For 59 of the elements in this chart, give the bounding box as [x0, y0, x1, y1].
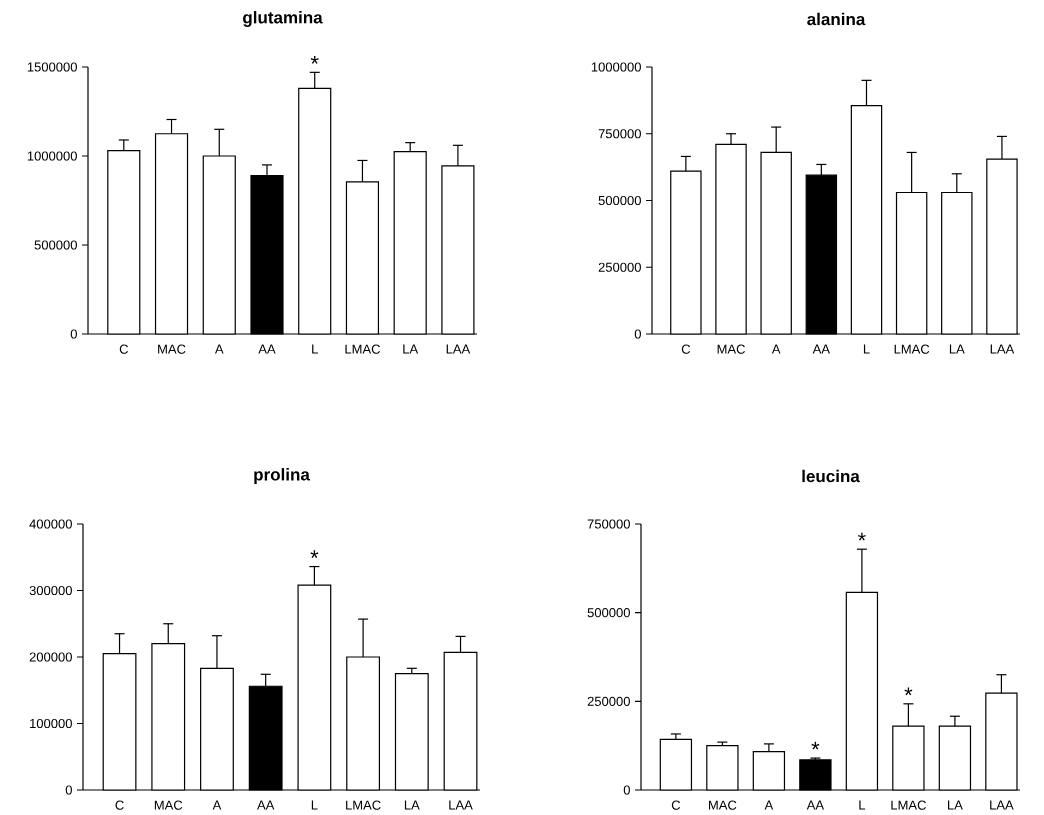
annotation: *: [904, 687, 913, 696]
chart-title: prolina: [254, 468, 310, 484]
y-tick-label: 250000: [587, 696, 630, 706]
x-tick-label: LA: [403, 344, 419, 354]
x-tick-label: L: [312, 344, 318, 354]
x-tick-label: C: [681, 344, 691, 354]
chart-title: leucina: [802, 469, 860, 483]
x-tick-label: AA: [806, 800, 825, 810]
x-tick-label: LA: [949, 344, 965, 354]
y-tick-label: 0: [634, 329, 641, 339]
x-tick-label: AA: [257, 800, 275, 810]
y-tick-label: 0: [623, 785, 630, 795]
x-tick-label: C: [671, 800, 681, 810]
annotation: *: [811, 741, 820, 750]
y-tick-label: 0: [65, 785, 72, 795]
y-tick-label: 500000: [34, 240, 77, 250]
y-tick-label: 750000: [587, 519, 630, 529]
x-tick-label: A: [771, 344, 781, 354]
y-tick-label: 100000: [30, 718, 72, 729]
annotation: *: [857, 532, 866, 541]
y-tick-label: 500000: [587, 608, 630, 618]
x-tick-label: LA: [948, 800, 963, 810]
x-tick-label: C: [119, 344, 128, 354]
x-tick-label: LMAC: [346, 800, 381, 810]
x-tick-label: LAA: [446, 344, 471, 354]
x-tick-label: MAC: [154, 800, 183, 810]
y-tick-label: 200000: [29, 652, 72, 662]
y-tick-label: 300000: [29, 585, 72, 596]
x-tick-label: LAA: [449, 800, 473, 810]
x-tick-label: C: [115, 800, 124, 810]
y-tick-label: 1000000: [591, 62, 641, 72]
x-tick-label: MAC: [709, 800, 737, 810]
x-tick-label: LAA: [990, 344, 1015, 354]
y-tick-label: 250000: [598, 262, 641, 272]
x-tick-label: A: [212, 800, 222, 810]
x-tick-label: AA: [258, 344, 276, 354]
y-tick-label: 750000: [598, 129, 641, 139]
chart-title: alanina: [807, 12, 866, 26]
x-tick-label: LAA: [990, 800, 1014, 810]
x-tick-label: LMAC: [891, 800, 926, 810]
x-tick-label: LMAC: [345, 344, 381, 354]
x-tick-label: L: [863, 344, 870, 354]
y-tick-label: 1000000: [27, 151, 77, 161]
x-tick-label: MAC: [717, 344, 745, 354]
x-tick-label: A: [214, 344, 224, 354]
x-tick-label: LA: [404, 800, 420, 810]
y-tick-label: 400000: [29, 519, 72, 529]
y-tick-label: 1500000: [27, 62, 77, 72]
x-tick-label: A: [764, 800, 774, 810]
y-tick-label: 0: [70, 329, 77, 339]
chart-title: glutamina: [243, 11, 323, 27]
x-tick-label: AA: [812, 344, 830, 354]
annotation: *: [310, 550, 319, 558]
x-tick-label: MAC: [158, 344, 186, 354]
annotation: *: [310, 56, 319, 64]
x-tick-label: L: [311, 800, 318, 810]
y-tick-label: 500000: [598, 195, 641, 206]
x-tick-label: L: [859, 800, 866, 810]
x-tick-label: LMAC: [894, 344, 930, 354]
